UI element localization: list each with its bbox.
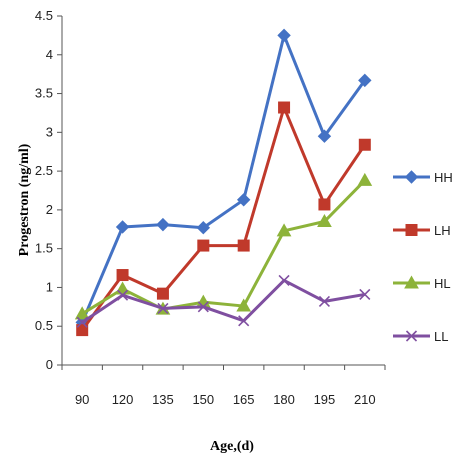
x-tick-label: 135 xyxy=(152,392,174,407)
legend-item-lh: LH xyxy=(393,223,451,238)
series-line-ll xyxy=(81,278,366,324)
data-point-lh xyxy=(358,138,371,151)
data-point-hl xyxy=(276,223,292,237)
legend-marker-hh xyxy=(404,170,419,184)
data-point-ll xyxy=(197,301,209,313)
legend-marker-ll xyxy=(405,330,418,342)
y-tick-label: 4 xyxy=(46,47,53,62)
data-point-ll xyxy=(359,288,371,300)
data-point-ll xyxy=(76,316,88,328)
axes: 0 0.5 1 1.5 2 2.5 3 3.5 4 4.5 90 120 135 150 165 180 195… xyxy=(35,8,386,407)
x-axis-title: Age,(d) xyxy=(210,439,254,454)
x-tick-label: 195 xyxy=(314,392,336,407)
data-point-hl xyxy=(74,306,90,320)
marker-stroke xyxy=(197,301,209,313)
x-tick-label: 165 xyxy=(233,392,255,407)
marker-stroke xyxy=(76,316,88,328)
data-point-hl xyxy=(317,214,332,228)
y-tick-label: 4.5 xyxy=(35,8,53,23)
data-point-hl xyxy=(236,298,252,312)
series-ll xyxy=(76,274,371,328)
marker-stroke xyxy=(157,302,169,314)
series-layer xyxy=(74,28,373,337)
data-point-ll xyxy=(278,274,290,287)
data-point-ll xyxy=(318,295,331,307)
data-point-hh xyxy=(317,129,332,143)
y-tick-label: 2.5 xyxy=(35,163,53,178)
series-hh xyxy=(75,28,372,330)
data-point-hh xyxy=(196,221,211,235)
y-tick-label: 0 xyxy=(46,357,53,372)
legend-item-hh: HH xyxy=(393,170,453,185)
marker-stroke xyxy=(405,330,418,342)
marker-stroke xyxy=(359,288,371,300)
data-point-lh xyxy=(116,269,129,282)
data-point-ll xyxy=(238,315,250,327)
data-point-lh xyxy=(197,239,210,252)
y-tick-label: 3 xyxy=(46,124,53,139)
legend-marker-hl xyxy=(404,275,419,289)
data-point-hh xyxy=(156,217,170,232)
data-point-hh xyxy=(115,220,130,234)
data-point-lh xyxy=(76,324,89,337)
marker-stroke xyxy=(318,295,331,307)
y-axis-title: Progestron (ng/ml) xyxy=(17,143,32,256)
legend-label-ll: LL xyxy=(434,329,448,344)
series-line-hh xyxy=(80,33,367,323)
data-point-hh xyxy=(277,28,291,43)
y-tick-label: 3.5 xyxy=(35,86,53,101)
data-point-lh xyxy=(156,287,169,300)
y-tick-label: 1 xyxy=(46,279,53,294)
data-point-hl xyxy=(115,281,130,295)
legend-label-hl: HL xyxy=(434,276,451,291)
series-line-hl xyxy=(81,179,366,316)
data-point-ll xyxy=(116,289,129,301)
data-point-ll xyxy=(157,302,169,314)
x-tick-label: 90 xyxy=(75,392,89,407)
x-tick-label: 180 xyxy=(273,392,295,407)
legend-label-lh: LH xyxy=(434,223,451,238)
data-point-lh xyxy=(318,198,331,211)
marker-stroke xyxy=(116,289,129,301)
legend-marker-lh xyxy=(405,224,418,236)
data-point-hh xyxy=(358,73,372,88)
legend-label-hh: HH xyxy=(434,170,453,185)
data-point-lh xyxy=(237,239,250,252)
data-point-hh xyxy=(236,193,251,207)
legend-item-ll: LL xyxy=(393,329,448,344)
data-point-lh xyxy=(278,101,291,114)
y-tick-label: 0.5 xyxy=(35,318,53,333)
marker-stroke xyxy=(238,315,250,327)
x-tick-label: 210 xyxy=(354,392,376,407)
legend: HH LH HL LL xyxy=(393,170,453,344)
y-tick-label: 1.5 xyxy=(35,241,53,256)
legend-item-hl: HL xyxy=(393,275,451,291)
x-tick-label: 120 xyxy=(112,392,134,407)
y-tick-label: 2 xyxy=(46,202,53,217)
data-point-hl xyxy=(357,172,373,186)
x-tick-label: 150 xyxy=(192,392,214,407)
marker-stroke xyxy=(278,274,290,287)
series-lh xyxy=(76,101,371,337)
series-line-lh xyxy=(80,106,367,331)
